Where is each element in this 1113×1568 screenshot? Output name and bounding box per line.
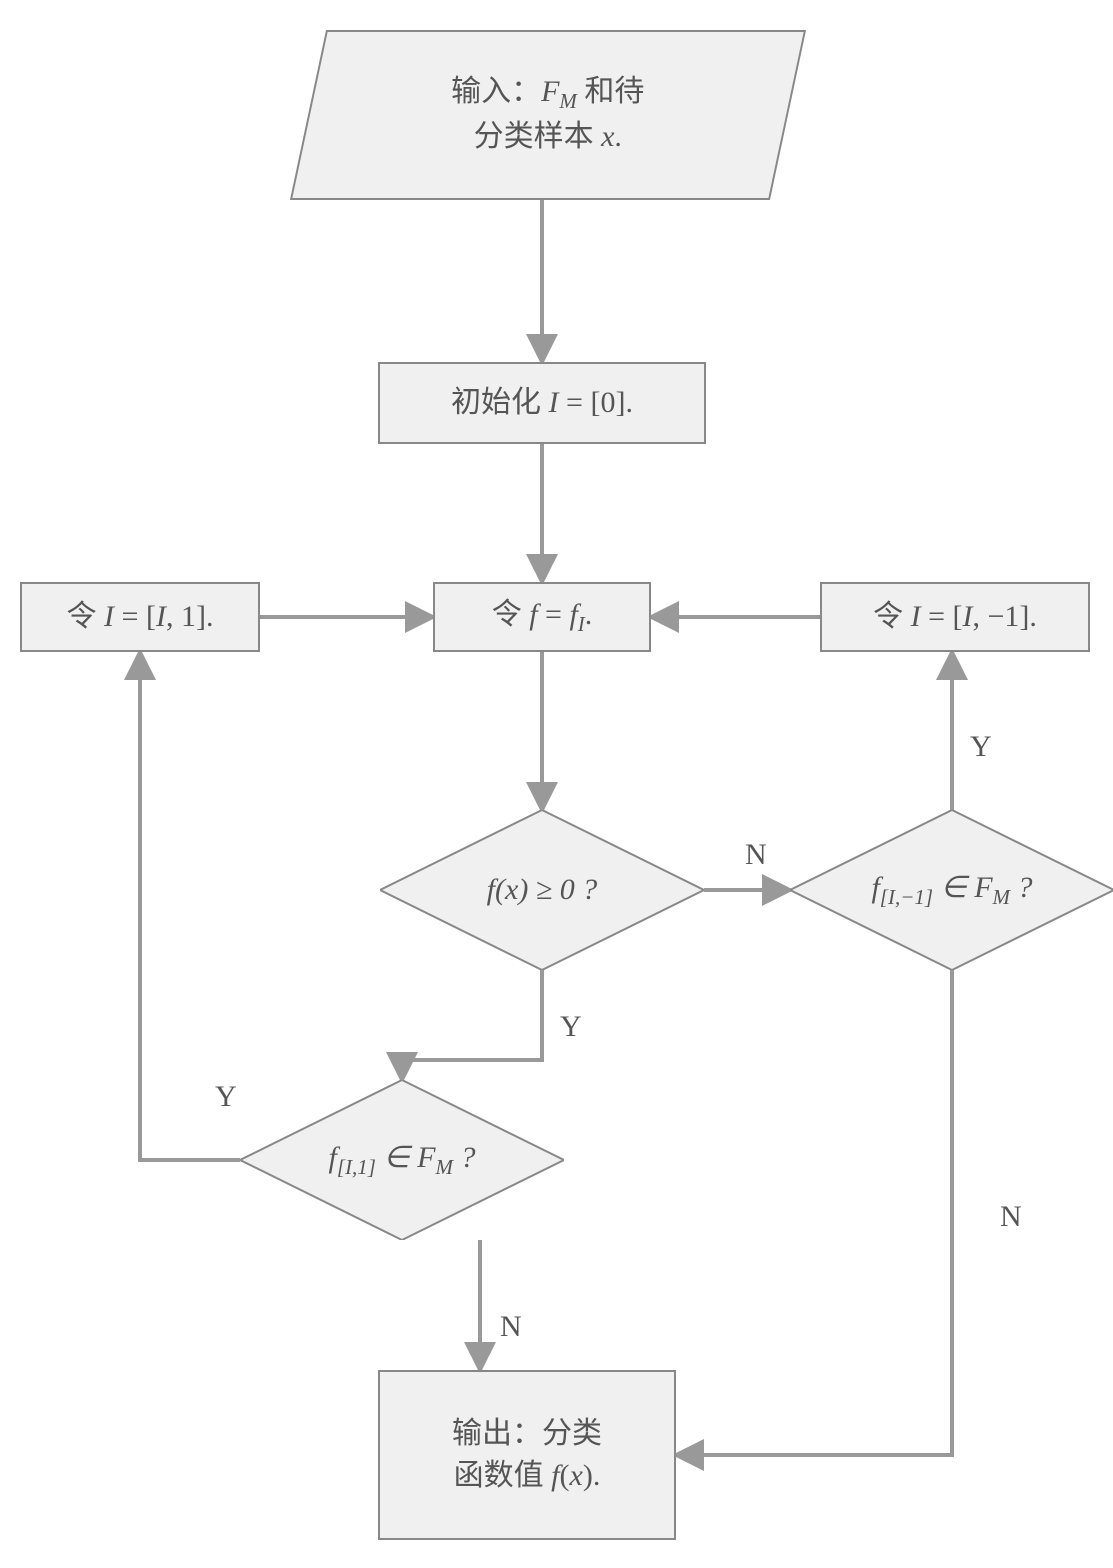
assign-f-text: 令 f = fI. [474, 582, 611, 651]
init-node: 初始化 I = [0]. [378, 362, 706, 444]
input-text: 输入：FM 和待分类样本 x. [421, 51, 674, 178]
edge-label-n: N [1000, 1200, 1022, 1234]
edge-label-n: N [745, 838, 767, 872]
edge-label-y: Y [970, 730, 992, 764]
decision-left-node: f[I,1] ∈ FM ? [240, 1080, 564, 1240]
edge-label-y: Y [560, 1010, 582, 1044]
edge-label-y: Y [215, 1080, 237, 1114]
decision-right-node: f[I,−1] ∈ FM ? [790, 810, 1113, 970]
assign-f-node: 令 f = fI. [433, 582, 651, 652]
assign-left-node: 令 I = [I, 1]. [20, 582, 260, 652]
assign-left-text: 令 I = [I, 1]. [49, 584, 232, 650]
assign-right-node: 令 I = [I, −1]. [820, 582, 1090, 652]
flowchart-canvas: 输入：FM 和待分类样本 x. 初始化 I = [0]. 令 I = [I, 1… [0, 0, 1113, 1568]
output-text: 输出：分类函数值 f(x). [434, 1401, 620, 1509]
input-node: 输入：FM 和待分类样本 x. [290, 30, 806, 200]
output-node: 输出：分类函数值 f(x). [378, 1370, 676, 1540]
decision-right-text: f[I,−1] ∈ FM ? [790, 810, 1113, 970]
assign-right-text: 令 I = [I, −1]. [855, 584, 1055, 650]
arrows-layer [0, 0, 1113, 1568]
decision-left-text: f[I,1] ∈ FM ? [240, 1080, 564, 1240]
edge-label-n: N [500, 1310, 522, 1344]
decision-fx-node: f(x) ≥ 0 ? [380, 810, 704, 970]
init-text: 初始化 I = [0]. [433, 370, 651, 436]
decision-fx-text: f(x) ≥ 0 ? [380, 810, 704, 970]
